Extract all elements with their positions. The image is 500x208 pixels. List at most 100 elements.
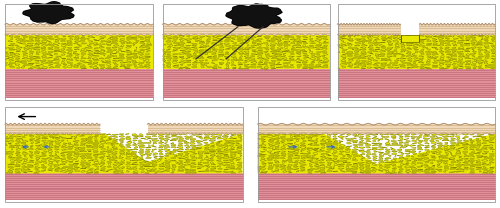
Polygon shape bbox=[178, 160, 183, 161]
Polygon shape bbox=[166, 67, 170, 68]
Polygon shape bbox=[118, 57, 125, 59]
Polygon shape bbox=[485, 64, 490, 66]
Polygon shape bbox=[74, 167, 80, 168]
Polygon shape bbox=[164, 146, 170, 147]
Polygon shape bbox=[442, 134, 450, 135]
Polygon shape bbox=[444, 47, 450, 49]
Polygon shape bbox=[284, 35, 290, 36]
Polygon shape bbox=[60, 158, 66, 159]
Polygon shape bbox=[456, 171, 462, 172]
Polygon shape bbox=[48, 149, 52, 150]
Polygon shape bbox=[140, 153, 145, 155]
Polygon shape bbox=[342, 49, 347, 51]
Polygon shape bbox=[101, 168, 106, 170]
Polygon shape bbox=[185, 172, 191, 173]
Polygon shape bbox=[5, 134, 242, 173]
Polygon shape bbox=[320, 144, 324, 146]
Polygon shape bbox=[186, 146, 190, 148]
Polygon shape bbox=[218, 40, 222, 42]
Polygon shape bbox=[6, 151, 8, 153]
Polygon shape bbox=[100, 166, 106, 167]
Polygon shape bbox=[172, 135, 177, 137]
Polygon shape bbox=[118, 168, 124, 169]
Polygon shape bbox=[334, 151, 338, 153]
Polygon shape bbox=[204, 62, 208, 64]
Polygon shape bbox=[152, 145, 154, 147]
Polygon shape bbox=[490, 58, 494, 59]
Polygon shape bbox=[366, 40, 372, 42]
Polygon shape bbox=[145, 38, 150, 40]
Polygon shape bbox=[126, 46, 130, 48]
Polygon shape bbox=[246, 36, 250, 37]
Polygon shape bbox=[379, 45, 384, 46]
Polygon shape bbox=[100, 170, 105, 171]
Polygon shape bbox=[382, 40, 386, 41]
Polygon shape bbox=[68, 62, 72, 64]
Polygon shape bbox=[395, 45, 399, 46]
Polygon shape bbox=[462, 168, 468, 170]
Polygon shape bbox=[178, 143, 183, 144]
Polygon shape bbox=[100, 140, 106, 142]
Polygon shape bbox=[112, 159, 117, 161]
Polygon shape bbox=[412, 161, 416, 163]
Polygon shape bbox=[284, 41, 290, 42]
Polygon shape bbox=[281, 146, 285, 148]
Polygon shape bbox=[134, 66, 138, 68]
Polygon shape bbox=[163, 38, 166, 39]
Polygon shape bbox=[42, 67, 48, 68]
Polygon shape bbox=[24, 155, 26, 157]
Polygon shape bbox=[462, 151, 468, 152]
Polygon shape bbox=[172, 60, 178, 61]
Polygon shape bbox=[482, 160, 488, 161]
Polygon shape bbox=[24, 134, 28, 136]
Polygon shape bbox=[394, 67, 399, 68]
Polygon shape bbox=[440, 56, 444, 57]
Polygon shape bbox=[354, 135, 359, 137]
Polygon shape bbox=[146, 44, 152, 45]
Polygon shape bbox=[484, 40, 488, 42]
Polygon shape bbox=[106, 143, 112, 144]
Polygon shape bbox=[482, 172, 488, 173]
Polygon shape bbox=[159, 145, 164, 146]
Polygon shape bbox=[61, 134, 66, 135]
Polygon shape bbox=[106, 68, 112, 69]
Polygon shape bbox=[142, 155, 143, 157]
Polygon shape bbox=[217, 166, 220, 167]
Polygon shape bbox=[340, 145, 345, 146]
Polygon shape bbox=[112, 42, 117, 43]
Polygon shape bbox=[452, 68, 457, 69]
Polygon shape bbox=[466, 62, 470, 64]
Polygon shape bbox=[300, 145, 306, 146]
Polygon shape bbox=[398, 166, 402, 168]
Polygon shape bbox=[196, 136, 202, 137]
Polygon shape bbox=[478, 36, 484, 37]
Polygon shape bbox=[224, 43, 230, 45]
Polygon shape bbox=[210, 138, 216, 139]
Polygon shape bbox=[73, 53, 80, 54]
Polygon shape bbox=[200, 45, 205, 46]
Polygon shape bbox=[74, 138, 76, 140]
Polygon shape bbox=[126, 40, 130, 42]
Polygon shape bbox=[48, 49, 54, 50]
Polygon shape bbox=[438, 170, 442, 172]
Polygon shape bbox=[244, 68, 249, 69]
Polygon shape bbox=[49, 155, 53, 157]
Polygon shape bbox=[68, 36, 74, 37]
Polygon shape bbox=[218, 164, 224, 165]
Polygon shape bbox=[312, 135, 318, 136]
Polygon shape bbox=[262, 164, 266, 165]
Polygon shape bbox=[450, 142, 456, 144]
Polygon shape bbox=[360, 62, 366, 64]
Polygon shape bbox=[464, 43, 470, 44]
Polygon shape bbox=[68, 134, 71, 135]
Polygon shape bbox=[79, 149, 84, 151]
Polygon shape bbox=[224, 147, 228, 149]
Polygon shape bbox=[8, 166, 14, 168]
Polygon shape bbox=[30, 160, 34, 161]
Polygon shape bbox=[198, 151, 204, 153]
Polygon shape bbox=[145, 147, 151, 148]
Polygon shape bbox=[439, 62, 444, 63]
Polygon shape bbox=[36, 136, 40, 137]
Polygon shape bbox=[321, 136, 326, 137]
Polygon shape bbox=[458, 36, 464, 37]
